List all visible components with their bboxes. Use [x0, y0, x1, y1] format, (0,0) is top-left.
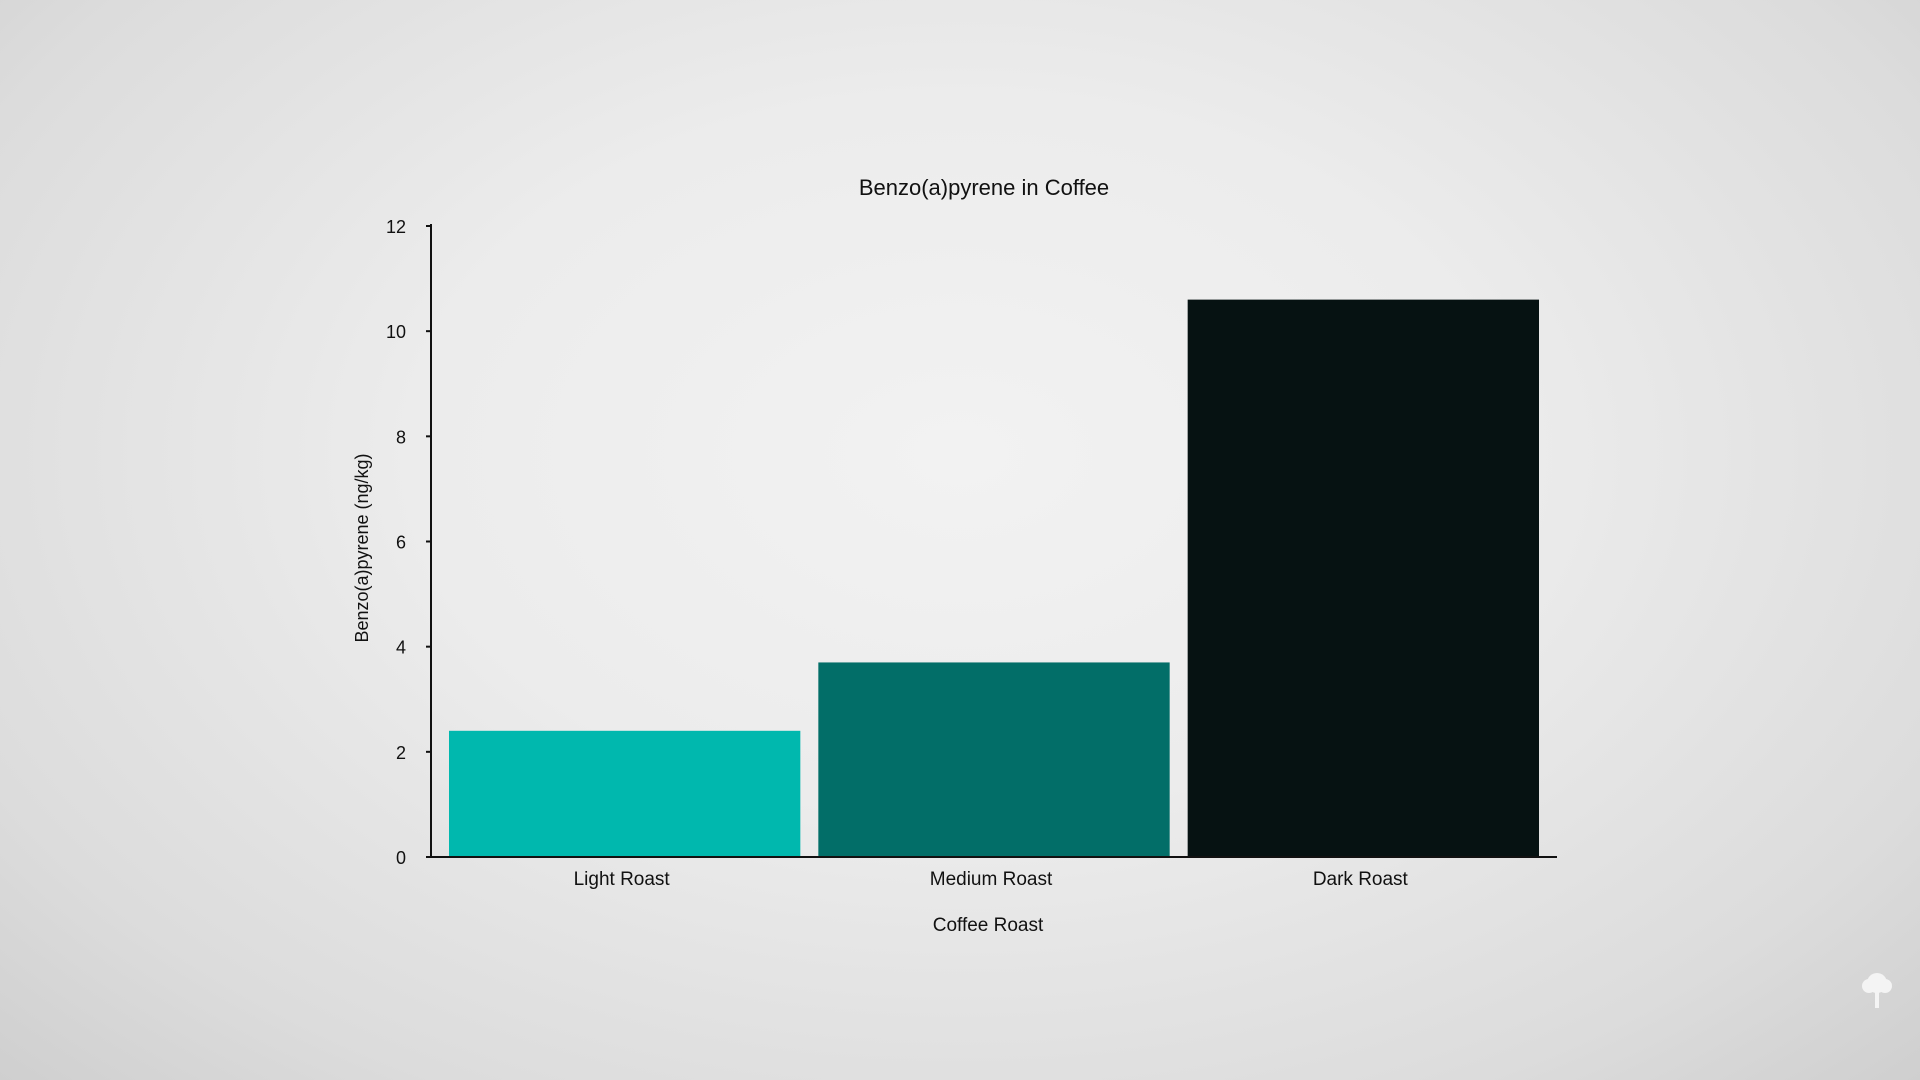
bar-dark-roast: [1187, 299, 1539, 857]
y-axis-label: Benzo(a)pyrene (ng/kg): [352, 453, 372, 642]
x-tick-label: Light Roast: [574, 869, 671, 890]
x-tick-label: Dark Roast: [1313, 869, 1409, 890]
y-tick-label: 4: [396, 638, 406, 658]
y-tick-label: 12: [386, 217, 406, 237]
x-axis-label: Coffee Roast: [933, 915, 1044, 936]
y-tick-label: 10: [386, 322, 406, 342]
y-tick-label: 8: [396, 427, 406, 447]
bar-light-roast: [449, 730, 801, 857]
y-tick-label: 2: [396, 743, 406, 763]
x-tick-label: Medium Roast: [930, 869, 1053, 890]
bar-medium-roast: [818, 662, 1170, 857]
y-tick-label: 0: [396, 848, 406, 868]
tree-icon: [1862, 973, 1892, 1008]
y-tick-label: 6: [396, 533, 406, 553]
chart-title: Benzo(a)pyrene in Coffee: [859, 175, 1109, 200]
